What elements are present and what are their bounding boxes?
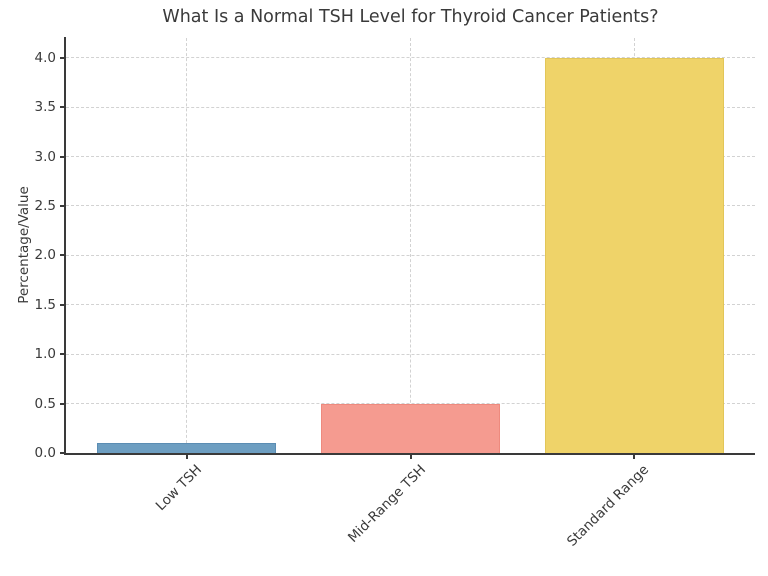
chart-title: What Is a Normal TSH Level for Thyroid C… bbox=[162, 7, 659, 27]
y-tick-label: 2.0 bbox=[34, 247, 56, 264]
y-tick-mark bbox=[60, 155, 64, 158]
y-tick-label: 3.5 bbox=[34, 99, 56, 116]
y-tick-label: 3.0 bbox=[34, 148, 56, 165]
x-tick-mark bbox=[185, 455, 188, 459]
x-tick-mark bbox=[633, 455, 636, 459]
y-tick-label: 0.5 bbox=[34, 395, 56, 412]
y-tick-mark bbox=[60, 56, 64, 59]
y-tick-label: 4.0 bbox=[34, 49, 56, 66]
y-tick-label: 1.5 bbox=[34, 296, 56, 313]
vertical-gridline bbox=[410, 38, 411, 453]
bar-low-tsh bbox=[97, 443, 277, 453]
y-tick-mark bbox=[60, 353, 64, 356]
y-tick-mark bbox=[60, 254, 64, 257]
y-tick-label: 0.0 bbox=[34, 445, 56, 461]
x-tick-label: Standard Range bbox=[564, 461, 653, 550]
bar-standard-range bbox=[544, 57, 724, 453]
y-tick-mark bbox=[60, 106, 64, 109]
bar-mid-range-tsh bbox=[321, 403, 500, 453]
y-tick-mark bbox=[60, 204, 64, 207]
y-tick-label: 1.0 bbox=[34, 346, 56, 363]
y-tick-mark bbox=[60, 452, 64, 454]
y-tick-label: 2.5 bbox=[34, 197, 56, 214]
x-tick-mark bbox=[409, 455, 412, 459]
x-tick-label: Mid-Range TSH bbox=[344, 461, 429, 546]
y-tick-mark bbox=[60, 303, 64, 306]
y-tick-mark bbox=[60, 402, 64, 405]
x-tick-label: Low TSH bbox=[152, 461, 205, 514]
plot-area bbox=[64, 37, 755, 455]
vertical-gridline bbox=[186, 38, 188, 453]
